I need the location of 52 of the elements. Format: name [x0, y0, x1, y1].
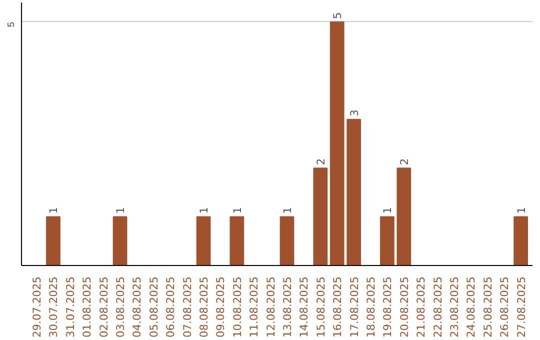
data-label: 2 [398, 158, 411, 166]
x-tick-label: 12.08.2025 [264, 276, 278, 338]
x-tick-label: 01.08.2025 [80, 276, 94, 338]
bar [380, 216, 394, 266]
bar [280, 216, 294, 266]
bar [313, 168, 328, 266]
bar [46, 216, 60, 266]
x-tick-label: 26.08.2025 [498, 276, 512, 338]
bar [346, 118, 361, 266]
x-tick-label: 24.08.2025 [464, 276, 478, 338]
x-tick-label: 05.08.2025 [147, 276, 160, 338]
x-tick-label: 21.08.2025 [414, 276, 428, 338]
x-tick-label: 20.08.2025 [398, 276, 411, 338]
x-tick-label: 07.08.2025 [180, 276, 194, 338]
x-tick-label: 15.08.2025 [314, 276, 328, 338]
x-tick-label: 16.08.2025 [331, 276, 344, 338]
data-label: 1 [381, 207, 394, 214]
x-tick-label: 23.08.2025 [448, 276, 462, 338]
x-tick-label: 06.08.2025 [164, 276, 178, 338]
data-label: 5 [331, 12, 344, 19]
x-tick-label: 09.08.2025 [214, 276, 228, 338]
x-tick-label: 25.08.2025 [481, 276, 494, 338]
x-tick-label: 31.07.2025 [64, 276, 77, 338]
bar [396, 168, 412, 266]
data-label: 1 [514, 207, 528, 214]
x-tick-label: 17.08.2025 [348, 276, 361, 338]
x-tick-label: 19.08.2025 [381, 276, 394, 338]
bar [112, 216, 128, 266]
x-tick-label: 02.08.2025 [97, 276, 110, 338]
x-tick-label: 08.08.2025 [198, 276, 211, 338]
x-tick-label: 04.08.2025 [130, 276, 144, 338]
x-tick-label: 13.08.2025 [281, 276, 294, 338]
x-tick-label: 27.08.2025 [514, 276, 528, 338]
x-tick-label: 10.08.2025 [230, 276, 244, 338]
bar [230, 216, 244, 266]
x-tick-label: 29.07.2025 [30, 276, 44, 338]
x-tick-label: 18.08.2025 [364, 276, 378, 338]
x-tick-label: 30.07.2025 [47, 276, 60, 338]
bar [330, 21, 344, 266]
data-label: 2 [314, 158, 328, 166]
data-label: 1 [198, 207, 211, 214]
data-label: 1 [230, 207, 244, 214]
x-tick-label: 03.08.2025 [114, 276, 128, 338]
data-label: 1 [114, 207, 128, 214]
data-label: 1 [47, 207, 60, 214]
data-label: 1 [281, 207, 294, 214]
x-tick-label: 11.08.2025 [248, 276, 261, 338]
data-label: 3 [348, 110, 361, 116]
bar [514, 216, 528, 266]
x-tick-label: 14.08.2025 [298, 276, 311, 338]
x-tick-label: 22.08.2025 [431, 276, 444, 338]
bar [196, 216, 211, 266]
